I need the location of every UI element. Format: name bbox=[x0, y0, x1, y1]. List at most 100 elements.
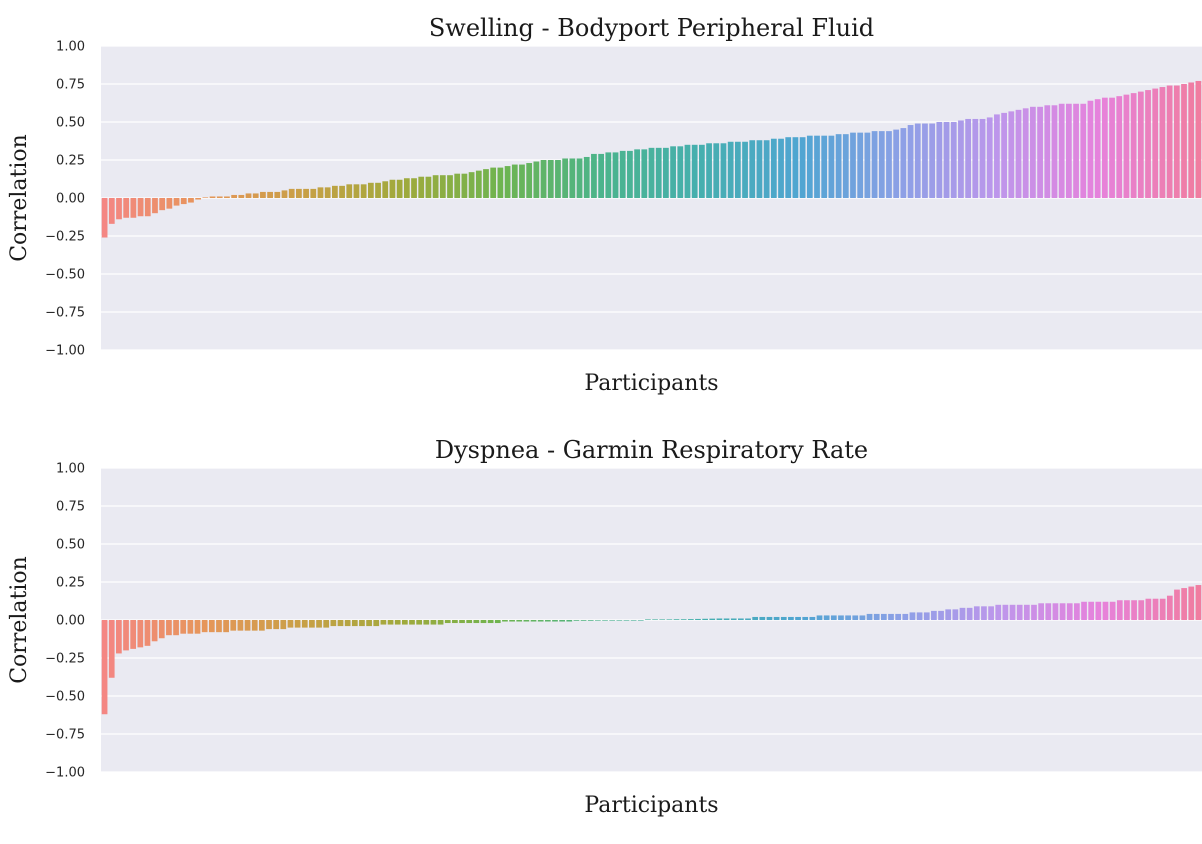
bar bbox=[1094, 99, 1101, 198]
y-tick-label: −0.25 bbox=[45, 652, 85, 667]
bar bbox=[266, 620, 272, 630]
bar bbox=[814, 135, 820, 198]
bar bbox=[802, 616, 809, 620]
bar bbox=[1152, 598, 1159, 620]
bar bbox=[1066, 603, 1073, 620]
bar bbox=[473, 620, 480, 624]
bar bbox=[447, 175, 453, 198]
bar bbox=[1081, 601, 1087, 620]
bar bbox=[727, 141, 734, 198]
bar bbox=[816, 615, 823, 620]
bar bbox=[713, 143, 720, 198]
bar bbox=[648, 147, 655, 198]
bar bbox=[1016, 604, 1023, 620]
bar bbox=[566, 620, 573, 622]
bar bbox=[795, 616, 801, 620]
bar bbox=[231, 194, 238, 198]
bar bbox=[1095, 601, 1102, 620]
bar bbox=[337, 620, 344, 627]
bar bbox=[216, 620, 222, 633]
bar bbox=[416, 620, 423, 625]
bar bbox=[1044, 105, 1051, 198]
bar bbox=[389, 179, 396, 198]
bar bbox=[494, 620, 501, 624]
bar bbox=[623, 620, 630, 621]
bar bbox=[1131, 600, 1137, 620]
bar bbox=[317, 187, 324, 198]
bar bbox=[871, 131, 878, 198]
bar bbox=[659, 619, 666, 620]
bar bbox=[952, 609, 959, 620]
bar bbox=[1037, 106, 1043, 198]
bar bbox=[605, 152, 612, 198]
bar bbox=[637, 620, 644, 621]
bar bbox=[723, 618, 730, 620]
chart-dyspnea-svg: Dyspnea - Garmin Respiratory Rate 1.00 0.7… bbox=[7, 436, 1202, 818]
bar bbox=[523, 620, 530, 622]
bar bbox=[1002, 604, 1009, 620]
bar bbox=[959, 607, 966, 620]
bar bbox=[1138, 600, 1145, 620]
bar bbox=[180, 620, 187, 634]
bar bbox=[1101, 97, 1108, 198]
y-tick-label: −0.25 bbox=[45, 230, 85, 245]
bar bbox=[309, 620, 315, 628]
bar bbox=[490, 167, 497, 198]
bar bbox=[859, 615, 866, 620]
y-axis-label: Correlation bbox=[7, 556, 32, 684]
bar bbox=[173, 198, 180, 206]
bar bbox=[936, 122, 943, 198]
bar bbox=[1109, 601, 1116, 620]
bar bbox=[194, 620, 201, 634]
bar bbox=[766, 616, 773, 620]
bar bbox=[986, 117, 993, 198]
bar bbox=[1087, 100, 1094, 198]
bar bbox=[1137, 91, 1144, 198]
bar bbox=[511, 164, 518, 198]
bar bbox=[1009, 604, 1016, 620]
bar bbox=[866, 613, 873, 620]
bar bbox=[323, 620, 330, 628]
bar bbox=[880, 613, 887, 620]
bar bbox=[237, 620, 244, 631]
bar bbox=[752, 616, 759, 620]
bar bbox=[216, 196, 223, 198]
bar bbox=[759, 616, 766, 620]
bar bbox=[303, 188, 309, 198]
bar bbox=[652, 619, 658, 620]
bar bbox=[331, 185, 338, 198]
bar bbox=[1195, 585, 1202, 620]
bar bbox=[380, 620, 387, 625]
bar bbox=[180, 198, 187, 205]
bar bbox=[252, 193, 259, 198]
bar bbox=[595, 620, 601, 621]
bar bbox=[1181, 84, 1187, 198]
bar bbox=[778, 138, 784, 198]
bar bbox=[344, 620, 351, 627]
bar bbox=[602, 620, 608, 621]
bar bbox=[1123, 94, 1130, 198]
bar bbox=[587, 620, 594, 621]
bar bbox=[966, 607, 973, 620]
x-axis-label: Participants bbox=[584, 793, 718, 818]
bar bbox=[909, 612, 916, 620]
bar bbox=[702, 618, 708, 620]
bar bbox=[533, 161, 540, 198]
bar bbox=[886, 131, 892, 198]
bar bbox=[280, 620, 287, 630]
bar bbox=[878, 131, 885, 198]
bar bbox=[108, 620, 115, 678]
y-tick-label: 1.00 bbox=[56, 40, 85, 55]
bar bbox=[461, 173, 468, 198]
bar bbox=[709, 618, 716, 620]
bar bbox=[562, 158, 569, 198]
bar bbox=[616, 620, 623, 621]
bar bbox=[310, 188, 317, 198]
y-tick-label: 1.00 bbox=[56, 462, 85, 477]
bar bbox=[401, 620, 408, 625]
bar bbox=[1159, 598, 1166, 620]
bar bbox=[559, 620, 565, 622]
bar bbox=[497, 167, 504, 198]
bar bbox=[387, 620, 394, 625]
bar bbox=[619, 150, 626, 198]
